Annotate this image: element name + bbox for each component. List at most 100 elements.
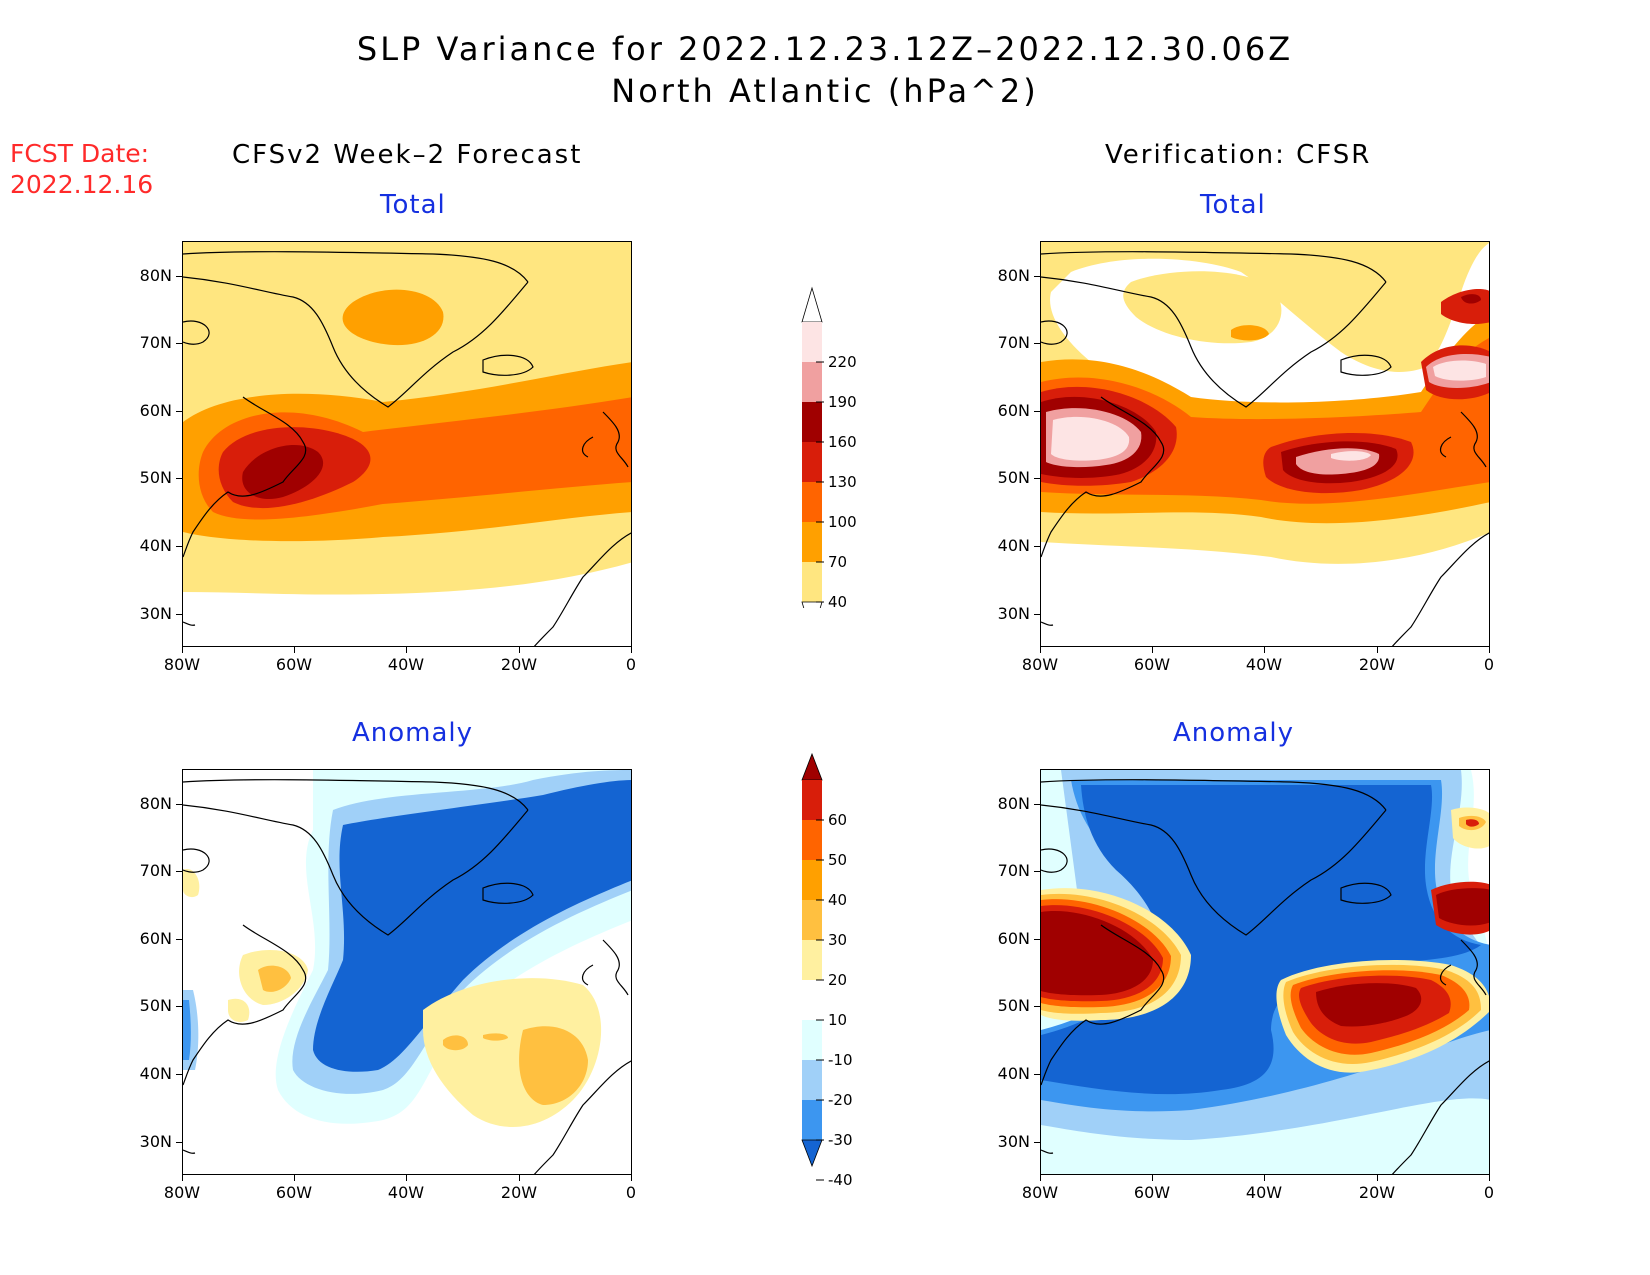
colorbar-label: -30	[828, 1131, 853, 1149]
colorbar-label: 60	[828, 811, 848, 829]
lat-tick-mark	[1034, 614, 1040, 615]
colorbar-swatch	[802, 322, 822, 362]
lat-tick-mark	[176, 614, 182, 615]
lat-tick-label: 70N	[997, 333, 1030, 352]
lat-tick-mark	[1034, 411, 1040, 412]
lon-tick-mark	[406, 647, 407, 653]
lon-tick-label: 80W	[1021, 1183, 1059, 1202]
colorbar-label: 20	[828, 971, 848, 989]
lon-tick-label: 20W	[500, 655, 538, 674]
colorbar-swatch	[802, 522, 822, 562]
lon-tick-label: 0	[625, 655, 637, 674]
lat-tick-label: 80N	[139, 266, 172, 285]
lat-tick-mark	[176, 411, 182, 412]
lat-tick-label: 30N	[139, 604, 172, 623]
lon-tick-mark	[1377, 647, 1378, 653]
colorbar-swatch	[802, 402, 822, 442]
lon-tick-mark	[519, 647, 520, 653]
lat-tick-mark	[1034, 276, 1040, 277]
colorbar-swatch	[802, 820, 822, 860]
lon-tick-mark	[1377, 1175, 1378, 1181]
lat-tick-label: 40N	[139, 536, 172, 555]
lat-tick-label: 80N	[997, 794, 1030, 813]
colorbar-label: 130	[828, 473, 857, 491]
panel-title-top-left: Total	[380, 190, 446, 220]
lon-tick-mark	[1040, 647, 1041, 653]
lat-tick-mark	[176, 1006, 182, 1007]
lat-tick-mark	[1034, 1006, 1040, 1007]
lat-tick-mark	[176, 478, 182, 479]
lon-tick-label: 0	[1483, 655, 1495, 674]
lon-tick-label: 80W	[1021, 655, 1059, 674]
lat-tick-label: 70N	[139, 861, 172, 880]
lon-tick-mark	[631, 1175, 632, 1181]
lat-tick-mark	[176, 546, 182, 547]
colorbar-label: 190	[828, 393, 857, 411]
colorbar-label: 160	[828, 433, 857, 451]
lat-tick-label: 50N	[997, 996, 1030, 1015]
lon-tick-mark	[1152, 1175, 1153, 1181]
map-forecast-total	[182, 241, 632, 647]
colorbar-anomaly-svg	[801, 752, 824, 1181]
lon-tick-mark	[1152, 647, 1153, 653]
colorbar-label: 70	[828, 553, 848, 571]
lat-tick-mark	[1034, 343, 1040, 344]
colorbar-label: -20	[828, 1091, 853, 1109]
colorbar-swatch	[802, 482, 822, 522]
colorbar-swatch	[802, 940, 822, 980]
lon-tick-label: 60W	[275, 655, 313, 674]
lon-tick-label: 60W	[275, 1183, 313, 1202]
lon-tick-label: 60W	[1133, 1183, 1171, 1202]
lat-tick-label: 80N	[997, 266, 1030, 285]
main-title-line2: North Atlantic (hPa^2)	[611, 72, 1039, 110]
colorbar-label: 40	[828, 593, 848, 611]
lon-tick-mark	[182, 1175, 183, 1181]
colorbar-swatch	[802, 780, 822, 820]
forecast-date: FCST Date: 2022.12.16	[10, 138, 153, 200]
lon-tick-mark	[294, 1175, 295, 1181]
panel-title-top-right: Total	[1200, 190, 1266, 220]
lat-tick-mark	[176, 939, 182, 940]
lat-tick-mark	[1034, 478, 1040, 479]
colorbar-swatch	[802, 562, 822, 602]
colorbar-label: 30	[828, 931, 848, 949]
lat-tick-mark	[176, 276, 182, 277]
lat-tick-label: 30N	[997, 1132, 1030, 1151]
lon-tick-mark	[631, 647, 632, 653]
lat-tick-label: 30N	[997, 604, 1030, 623]
colorbar-swatch	[802, 1100, 822, 1140]
lat-tick-mark	[176, 343, 182, 344]
lat-tick-mark	[1034, 939, 1040, 940]
forecast-date-label: FCST Date:	[10, 139, 150, 168]
lon-tick-label: 40W	[1245, 655, 1283, 674]
lat-tick-mark	[1034, 1142, 1040, 1143]
lon-tick-label: 40W	[387, 655, 425, 674]
left-column-title: CFSv2 Week–2 Forecast	[232, 140, 583, 170]
colorbar-top-arrow	[801, 752, 823, 781]
colorbar-swatch	[802, 362, 822, 402]
map-forecast-anomaly	[182, 769, 632, 1175]
map-verification-anomaly	[1040, 769, 1490, 1175]
colorbar-bottom-arrow	[801, 1139, 823, 1168]
lat-tick-label: 50N	[139, 468, 172, 487]
lat-tick-label: 70N	[997, 861, 1030, 880]
lat-tick-label: 80N	[139, 794, 172, 813]
colorbar-top-arrow	[801, 286, 823, 323]
colorbar-label: 50	[828, 851, 848, 869]
lon-tick-mark	[519, 1175, 520, 1181]
lon-tick-mark	[1264, 647, 1265, 653]
colorbar-label: 40	[828, 891, 848, 909]
lat-tick-mark	[176, 871, 182, 872]
lon-tick-mark	[294, 647, 295, 653]
lon-tick-label: 20W	[1358, 655, 1396, 674]
colorbar-swatch	[802, 980, 822, 1020]
lat-tick-label: 40N	[997, 1064, 1030, 1083]
colorbar-anomaly: 60 50 40 30 20 10 -10 -20 -30 -40	[800, 752, 853, 1202]
colorbar-bottom-arrow	[801, 601, 823, 638]
lon-tick-mark	[1489, 647, 1490, 653]
panel-title-bottom-right: Anomaly	[1173, 718, 1295, 748]
lon-tick-mark	[406, 1175, 407, 1181]
colorbar-label: -40	[828, 1171, 853, 1189]
lat-tick-label: 60N	[139, 929, 172, 948]
lon-tick-mark	[1264, 1175, 1265, 1181]
